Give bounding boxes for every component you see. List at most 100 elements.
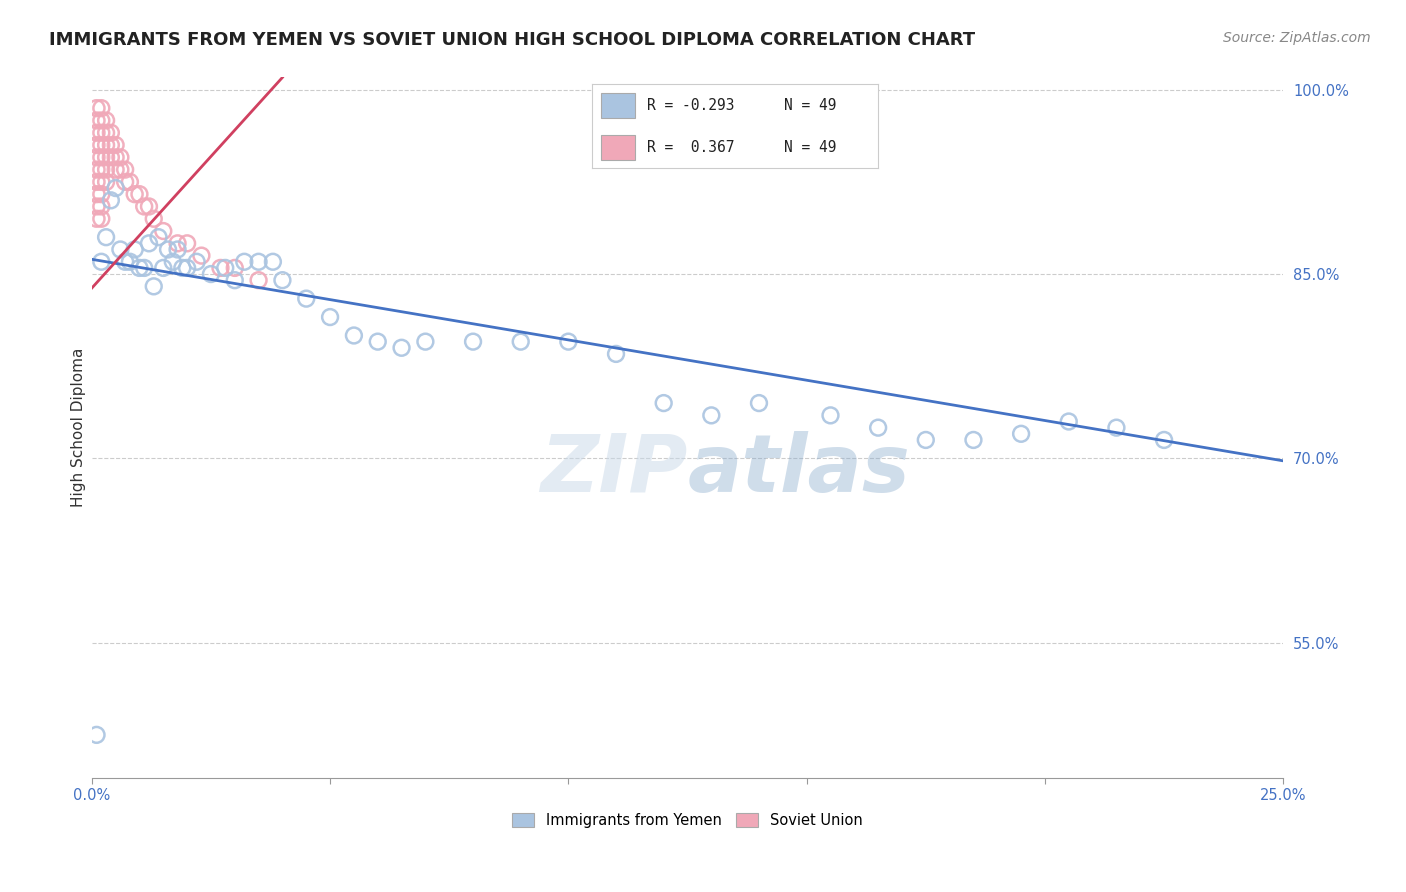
Point — [86, 211, 108, 226]
Point — [86, 175, 108, 189]
Point — [90, 126, 112, 140]
Point — [138, 199, 160, 213]
Point — [86, 162, 108, 177]
Point — [962, 433, 984, 447]
Point — [86, 113, 108, 128]
Point — [172, 260, 194, 275]
Point — [1105, 420, 1128, 434]
Point — [104, 181, 127, 195]
Point — [367, 334, 389, 349]
Point — [100, 150, 122, 164]
Point — [104, 150, 127, 164]
Point — [100, 194, 122, 208]
Point — [104, 162, 127, 177]
Point — [652, 396, 675, 410]
Point — [86, 126, 108, 140]
Point — [86, 199, 108, 213]
Point — [605, 347, 627, 361]
Point — [94, 138, 117, 153]
Point — [110, 150, 132, 164]
Text: ZIP: ZIP — [540, 431, 688, 508]
Point — [118, 175, 141, 189]
Point — [914, 433, 936, 447]
Point — [94, 150, 117, 164]
Point — [162, 254, 184, 268]
Point — [415, 334, 437, 349]
Point — [157, 243, 180, 257]
Point — [190, 249, 212, 263]
Point — [86, 101, 108, 115]
Point — [94, 113, 117, 128]
Point — [90, 199, 112, 213]
Point — [295, 292, 318, 306]
Point — [148, 230, 170, 244]
Point — [90, 150, 112, 164]
Point — [114, 162, 136, 177]
Legend: Immigrants from Yemen, Soviet Union: Immigrants from Yemen, Soviet Union — [506, 807, 869, 834]
Point — [247, 254, 270, 268]
Text: Source: ZipAtlas.com: Source: ZipAtlas.com — [1223, 31, 1371, 45]
Point — [557, 334, 579, 349]
Point — [152, 224, 174, 238]
Point — [90, 254, 112, 268]
Point — [142, 211, 165, 226]
Point — [94, 162, 117, 177]
Point — [319, 310, 342, 324]
Point — [138, 236, 160, 251]
Point — [90, 211, 112, 226]
Point — [820, 409, 842, 423]
Point — [509, 334, 531, 349]
Point — [166, 243, 188, 257]
Point — [134, 199, 156, 213]
Point — [114, 254, 136, 268]
Point — [461, 334, 484, 349]
Point — [224, 273, 246, 287]
Point — [128, 260, 150, 275]
Point — [142, 279, 165, 293]
Point — [100, 126, 122, 140]
Point — [100, 138, 122, 153]
Point — [124, 243, 146, 257]
Point — [94, 126, 117, 140]
Point — [391, 341, 413, 355]
Point — [152, 260, 174, 275]
Point — [224, 260, 246, 275]
Point — [214, 260, 236, 275]
Point — [90, 101, 112, 115]
Point — [748, 396, 770, 410]
Point — [176, 236, 198, 251]
Point — [209, 260, 232, 275]
Point — [94, 230, 117, 244]
Point — [118, 254, 141, 268]
Text: IMMIGRANTS FROM YEMEN VS SOVIET UNION HIGH SCHOOL DIPLOMA CORRELATION CHART: IMMIGRANTS FROM YEMEN VS SOVIET UNION HI… — [49, 31, 976, 49]
Point — [90, 138, 112, 153]
Point — [233, 254, 256, 268]
Point — [128, 187, 150, 202]
Point — [1010, 426, 1032, 441]
Y-axis label: High School Diploma: High School Diploma — [72, 348, 86, 508]
Point — [1057, 415, 1080, 429]
Point — [110, 162, 132, 177]
Point — [86, 150, 108, 164]
Point — [271, 273, 294, 287]
Point — [90, 175, 112, 189]
Point — [176, 260, 198, 275]
Point — [134, 260, 156, 275]
Text: atlas: atlas — [688, 431, 910, 508]
Point — [343, 328, 366, 343]
Point — [114, 175, 136, 189]
Point — [86, 728, 108, 742]
Point — [166, 236, 188, 251]
Point — [1153, 433, 1175, 447]
Point — [262, 254, 284, 268]
Point — [90, 113, 112, 128]
Point — [110, 243, 132, 257]
Point — [124, 187, 146, 202]
Point — [90, 187, 112, 202]
Point — [700, 409, 723, 423]
Point — [86, 138, 108, 153]
Point — [868, 420, 890, 434]
Point — [90, 162, 112, 177]
Point — [104, 138, 127, 153]
Point — [247, 273, 270, 287]
